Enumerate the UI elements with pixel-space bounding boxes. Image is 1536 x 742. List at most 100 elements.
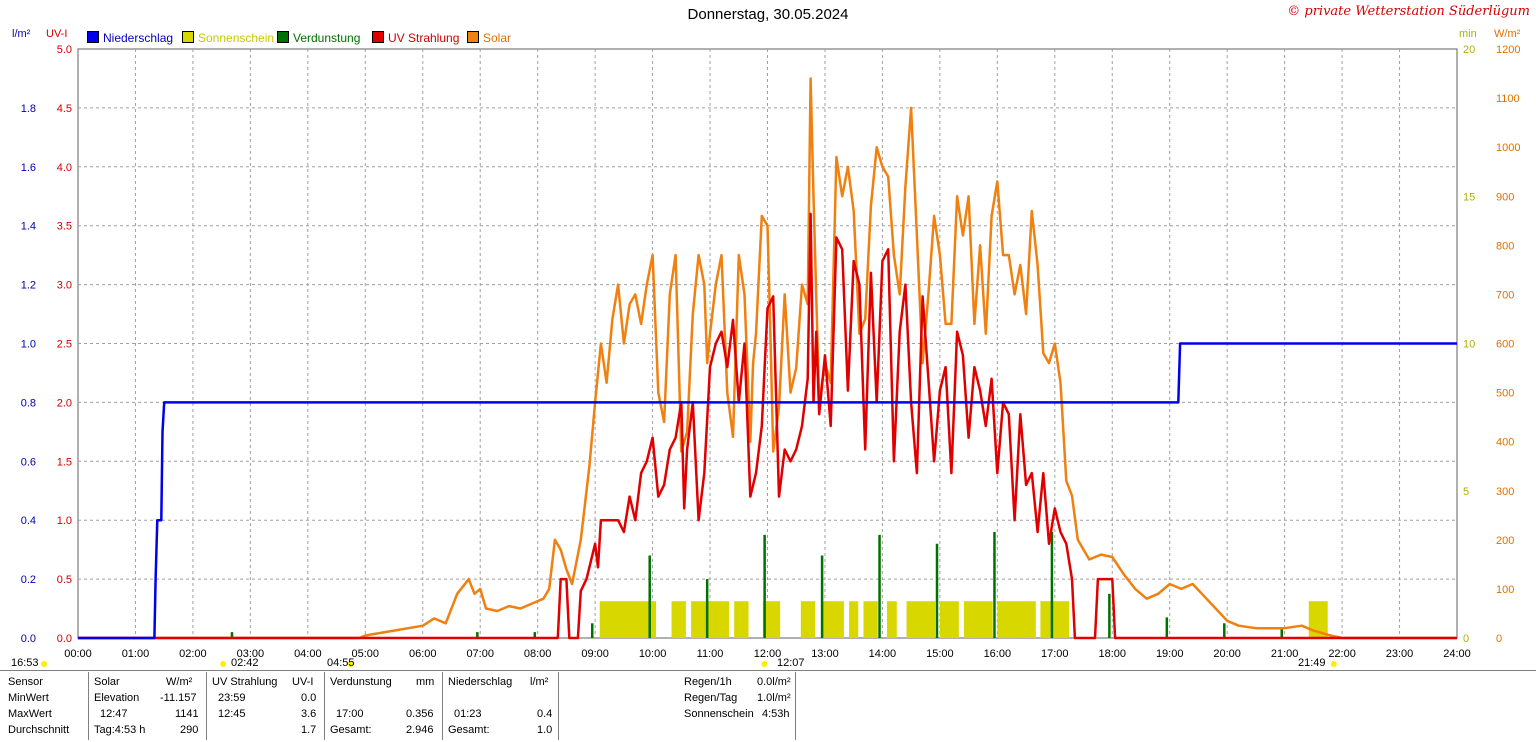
copyright-text: © private Wetterstation Süderlügum [1287,4,1530,19]
evap-max-value: 0.356 [406,708,434,720]
uv-min-value: 0.0 [301,692,317,704]
precip-tick-label: 1.0 [21,339,36,351]
row-label-avg: Durchschnitt [8,724,70,736]
x-tick-label: 04:00 [294,648,322,660]
uv-tick-label: 0.5 [57,574,72,586]
table-unit-evap: mm [416,676,435,688]
uv-max-value: 3.6 [301,708,317,720]
table-separator [558,672,559,740]
x-tick-label: 09:00 [581,648,609,660]
sunshine-bar [1040,601,1070,638]
evap-total-label: Gesamt: [330,724,372,736]
sunshine-bar [691,601,730,638]
precip-total-label: Gesamt: [448,724,490,736]
table-header-uv: UV Strahlung [212,676,278,688]
sunshine-tick-label: 15 [1463,191,1475,203]
solar-tick-label: 400 [1496,437,1514,449]
solar-tick-label: 1000 [1496,142,1520,154]
table-separator [324,672,325,740]
sunshine-bar [906,601,936,638]
marker-sunset-label: 21:49 [1298,657,1326,669]
stat-rain-hour-label: Regen/1h [684,676,732,688]
x-tick-label: 11:00 [697,648,724,660]
x-tick-label: 12:00 [754,648,782,660]
uv-tick-label: 1.5 [57,456,72,468]
x-tick-label: 21:00 [1271,648,1299,660]
sunshine-bar [671,601,686,638]
solar-avg-time: Tag:4:53 h [94,724,146,736]
x-tick-label: 03:00 [237,648,265,660]
legend-item-uv: UV Strahlung [372,31,459,45]
legend-item-niederschlag: Niederschlag [87,31,173,45]
uv-tick-label: 5.0 [57,44,72,56]
precip-tick-label: 0.0 [21,633,36,645]
uv-min-time: 23:59 [218,692,246,704]
solar-tick-label: 300 [1496,486,1514,498]
x-tick-label: 16:00 [984,648,1012,660]
uv-unit-label: UV-I [46,28,68,40]
uv-tick-label: 1.0 [57,515,72,527]
table-separator [88,672,89,740]
sunshine-tick-label: 10 [1463,339,1475,351]
x-tick-label: 20:00 [1213,648,1241,660]
uv-line [78,212,1457,640]
x-tick-label: 06:00 [409,648,437,660]
x-tick-label: 01:00 [122,648,150,660]
x-tick-label: 24:00 [1443,648,1471,660]
solar-tick-label: 500 [1496,388,1514,400]
marker-noon-label: 12:07 [777,657,805,669]
row-label-max: MaxWert [8,708,52,720]
precip-max-time: 01:23 [454,708,482,720]
sunshine-bar [599,601,657,638]
marker-t1-label: 02:42 [231,657,259,669]
sunshine-tick-label: 0 [1463,633,1469,645]
x-tick-label: 07:00 [466,648,494,660]
legend-item-solar: Solar [467,31,511,45]
sunshine-bar [887,601,897,638]
stat-rain-day-label: Regen/Tag [684,692,738,704]
solar-tick-label: 0 [1496,633,1502,645]
x-tick-label: 14:00 [869,648,897,660]
solar-tick-label: 1100 [1496,93,1520,105]
sunshine-bar [997,601,1036,638]
chart-title: Donnerstag, 30.05.2024 [687,6,849,23]
table-header-sensor: Sensor [8,676,43,688]
legend-swatch [372,31,384,43]
precip-total-value: 1.0 [537,724,553,736]
table-unit-uv: UV-I [292,676,314,688]
solar-min-value: -11.157 [160,692,197,704]
uv-tick-label: 3.5 [57,221,72,233]
x-tick-label: 22:00 [1328,648,1356,660]
legend-swatch [277,31,289,43]
x-tick-label: 02:00 [179,648,207,660]
legend-item-verdunstung: Verdunstung [277,31,360,45]
x-tick-label: 05:00 [352,648,380,660]
sunrise-marker [41,661,47,667]
t1-marker [220,661,227,667]
sunset-marker [1330,661,1337,667]
noon-marker [761,661,768,667]
x-tick-label: 18:00 [1098,648,1126,660]
solar-max-value: 1141 [175,708,199,720]
precip-tick-label: 1.6 [21,162,36,174]
legend-swatch [467,31,479,43]
sunshine-bar [964,601,993,638]
precipitation-line [78,342,1457,640]
x-tick-label: 15:00 [926,648,954,660]
uv-tick-label: 4.0 [57,162,72,174]
legend-swatch [87,31,99,43]
solar-tick-label: 600 [1496,339,1514,351]
uv-max-time: 12:45 [218,708,246,720]
stat-rain-hour-value: 0.0l/m² [757,676,791,688]
precip-tick-label: 1.8 [21,103,36,115]
table-separator [795,672,796,740]
legend-item-sonnenschein: Sonnenschein [182,31,274,45]
evap-total-value: 2.946 [406,724,434,736]
sunshine-tick-label: 5 [1463,486,1469,498]
table-header-precip: Niederschlag [448,676,513,688]
solar-tick-label: 1200 [1496,44,1520,56]
x-tick-label: 08:00 [524,648,552,660]
precip-tick-label: 0.8 [21,397,36,409]
table-top-separator [0,670,1536,671]
